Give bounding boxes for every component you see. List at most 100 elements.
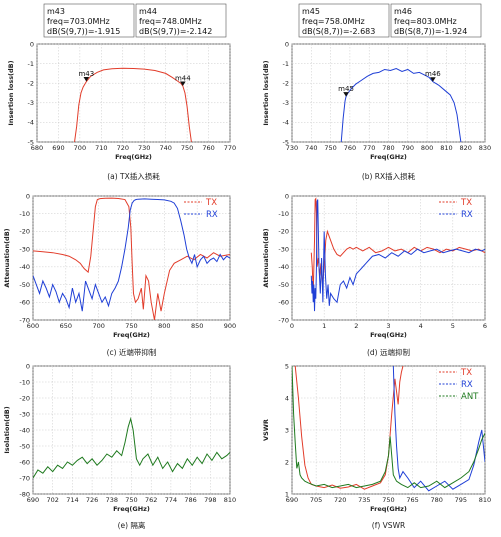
- x-tick-label: 740: [305, 144, 317, 152]
- y-tick-label: -2: [28, 80, 34, 88]
- x-tick-label: 730: [138, 144, 150, 152]
- y-tick-label: 3: [285, 426, 289, 434]
- y-tick-label: -70: [19, 316, 30, 324]
- chart-a: 680 690 700 710 720 730 740 750 760 770 0 -1 -2 -3 -4 -…: [7, 3, 236, 181]
- marker-readout-line: dB(S(9,7))=-1.915: [47, 27, 120, 36]
- marker-readout-line: dB(S(8,7))=-1.924: [394, 27, 467, 36]
- y-axis-label: Insertion loss(dB): [7, 60, 15, 125]
- x-tick-label: 3: [386, 322, 390, 330]
- x-tick-label: 740: [159, 144, 171, 152]
- legend-label: TX: [205, 198, 217, 208]
- legend-label: RX: [461, 380, 473, 390]
- y-tick-label: -50: [19, 442, 30, 450]
- marker-readout-line: dB(S(8,7))=-2.683: [302, 27, 375, 36]
- legend-label: RX: [206, 210, 218, 220]
- x-tick-label: 730: [286, 144, 298, 152]
- x-tick-label: 738: [106, 496, 118, 504]
- x-tick-label: 810: [224, 496, 236, 504]
- y-tick-label: -20: [19, 228, 30, 236]
- series-line: [74, 67, 192, 142]
- x-tick-label: 800: [158, 322, 170, 330]
- x-axis-label: Freq(GHz): [115, 153, 152, 161]
- x-tick-label: 774: [165, 496, 177, 504]
- marker-label: m43: [78, 70, 94, 78]
- y-tick-label: -60: [19, 299, 30, 307]
- x-tick-label: 720: [117, 144, 129, 152]
- x-tick-label: 780: [431, 496, 443, 504]
- marker-readout-line: freq=758.0MHz: [302, 17, 365, 26]
- y-tick-label: -5: [28, 138, 34, 146]
- chart-b: 730 740 750 760 770 780 790 800 810 820 830 0 -1 -2 -3…: [262, 3, 491, 181]
- x-tick-label: 780: [382, 144, 394, 152]
- y-tick-label: 0: [285, 40, 289, 48]
- marker-triangle: [180, 81, 186, 86]
- y-axis-label: Attenuation(dB): [3, 228, 11, 287]
- x-tick-label: 2: [354, 322, 358, 330]
- marker-label: m45: [338, 85, 354, 93]
- y-tick-label: -10: [19, 210, 30, 218]
- x-tick-label: 762: [145, 496, 157, 504]
- x-tick-label: 690: [286, 496, 298, 504]
- x-axis-label: Freq(GHz): [370, 331, 407, 339]
- x-tick-label: 4: [419, 322, 423, 330]
- y-tick-label: -40: [19, 263, 30, 271]
- x-tick-label: 760: [202, 144, 214, 152]
- y-tick-label: 1: [285, 490, 289, 498]
- marker-readout-line: m43: [47, 7, 65, 16]
- series-line-rx: [392, 366, 485, 492]
- x-tick-label: 760: [344, 144, 356, 152]
- x-tick-label: 795: [455, 496, 467, 504]
- y-tick-label: -10: [278, 210, 289, 218]
- y-tick-label: 0: [30, 40, 34, 48]
- x-tick-label: 735: [358, 496, 370, 504]
- marker-readout-line: freq=748.0MHz: [139, 17, 202, 26]
- y-tick-label: -30: [278, 245, 289, 253]
- y-axis-label: VSWR: [262, 419, 270, 441]
- series-line-tx: [294, 366, 404, 490]
- x-tick-label: 750: [125, 322, 137, 330]
- y-tick-label: -4: [283, 119, 289, 127]
- x-tick-label: 900: [224, 322, 236, 330]
- plot-frame: [36, 43, 231, 143]
- marker-readout-box: [298, 3, 390, 38]
- panel-caption: (d) 远端抑制: [367, 347, 410, 357]
- x-tick-label: 750: [324, 144, 336, 152]
- chart-d: 0 1 2 3 4 5 6 0 -10 -20 -30 -40 -50 -60 -70 Freq(GHz) At…: [262, 192, 487, 357]
- x-tick-label: 798: [204, 496, 216, 504]
- y-tick-label: 2: [285, 458, 289, 466]
- x-tick-label: 770: [224, 144, 236, 152]
- x-tick-label: 820: [459, 144, 471, 152]
- y-tick-label: 4: [285, 394, 289, 402]
- legend-label: RX: [461, 210, 473, 220]
- y-tick-label: -30: [19, 410, 30, 418]
- marker-readout-line: m46: [394, 7, 412, 16]
- y-tick-label: -70: [278, 316, 289, 324]
- x-axis-label: Freq(GHz): [113, 505, 150, 513]
- y-tick-label: 5: [285, 362, 289, 370]
- y-axis-label: Attenuation(dB): [262, 228, 270, 287]
- series-line-rx: [310, 199, 485, 312]
- y-tick-label: -2: [283, 80, 289, 88]
- y-tick-label: -5: [283, 138, 289, 146]
- marker-triangle: [343, 92, 349, 97]
- x-tick-label: 700: [92, 322, 104, 330]
- x-tick-label: 6: [483, 322, 487, 330]
- x-tick-label: 714: [66, 496, 78, 504]
- y-tick-label: -40: [278, 263, 289, 271]
- marker-readout-line: freq=803.0MHz: [394, 17, 457, 26]
- marker-readout-box: [390, 3, 482, 38]
- marker-readout-line: freq=703.0MHz: [47, 17, 110, 26]
- legend-label: ANT: [461, 392, 479, 402]
- x-tick-label: 680: [31, 144, 43, 152]
- marker-triangle: [83, 77, 90, 82]
- series-line-tx: [310, 197, 485, 294]
- y-tick-label: -70: [19, 474, 30, 482]
- series-line-rx: [33, 198, 230, 312]
- x-tick-label: 790: [402, 144, 414, 152]
- marker-triangle: [430, 77, 436, 82]
- panel-caption: (f) VSWR: [372, 521, 405, 530]
- panel-caption: (a) TX插入损耗: [107, 171, 160, 181]
- marker-readout-line: m44: [139, 7, 157, 16]
- series-line-tx: [33, 197, 230, 320]
